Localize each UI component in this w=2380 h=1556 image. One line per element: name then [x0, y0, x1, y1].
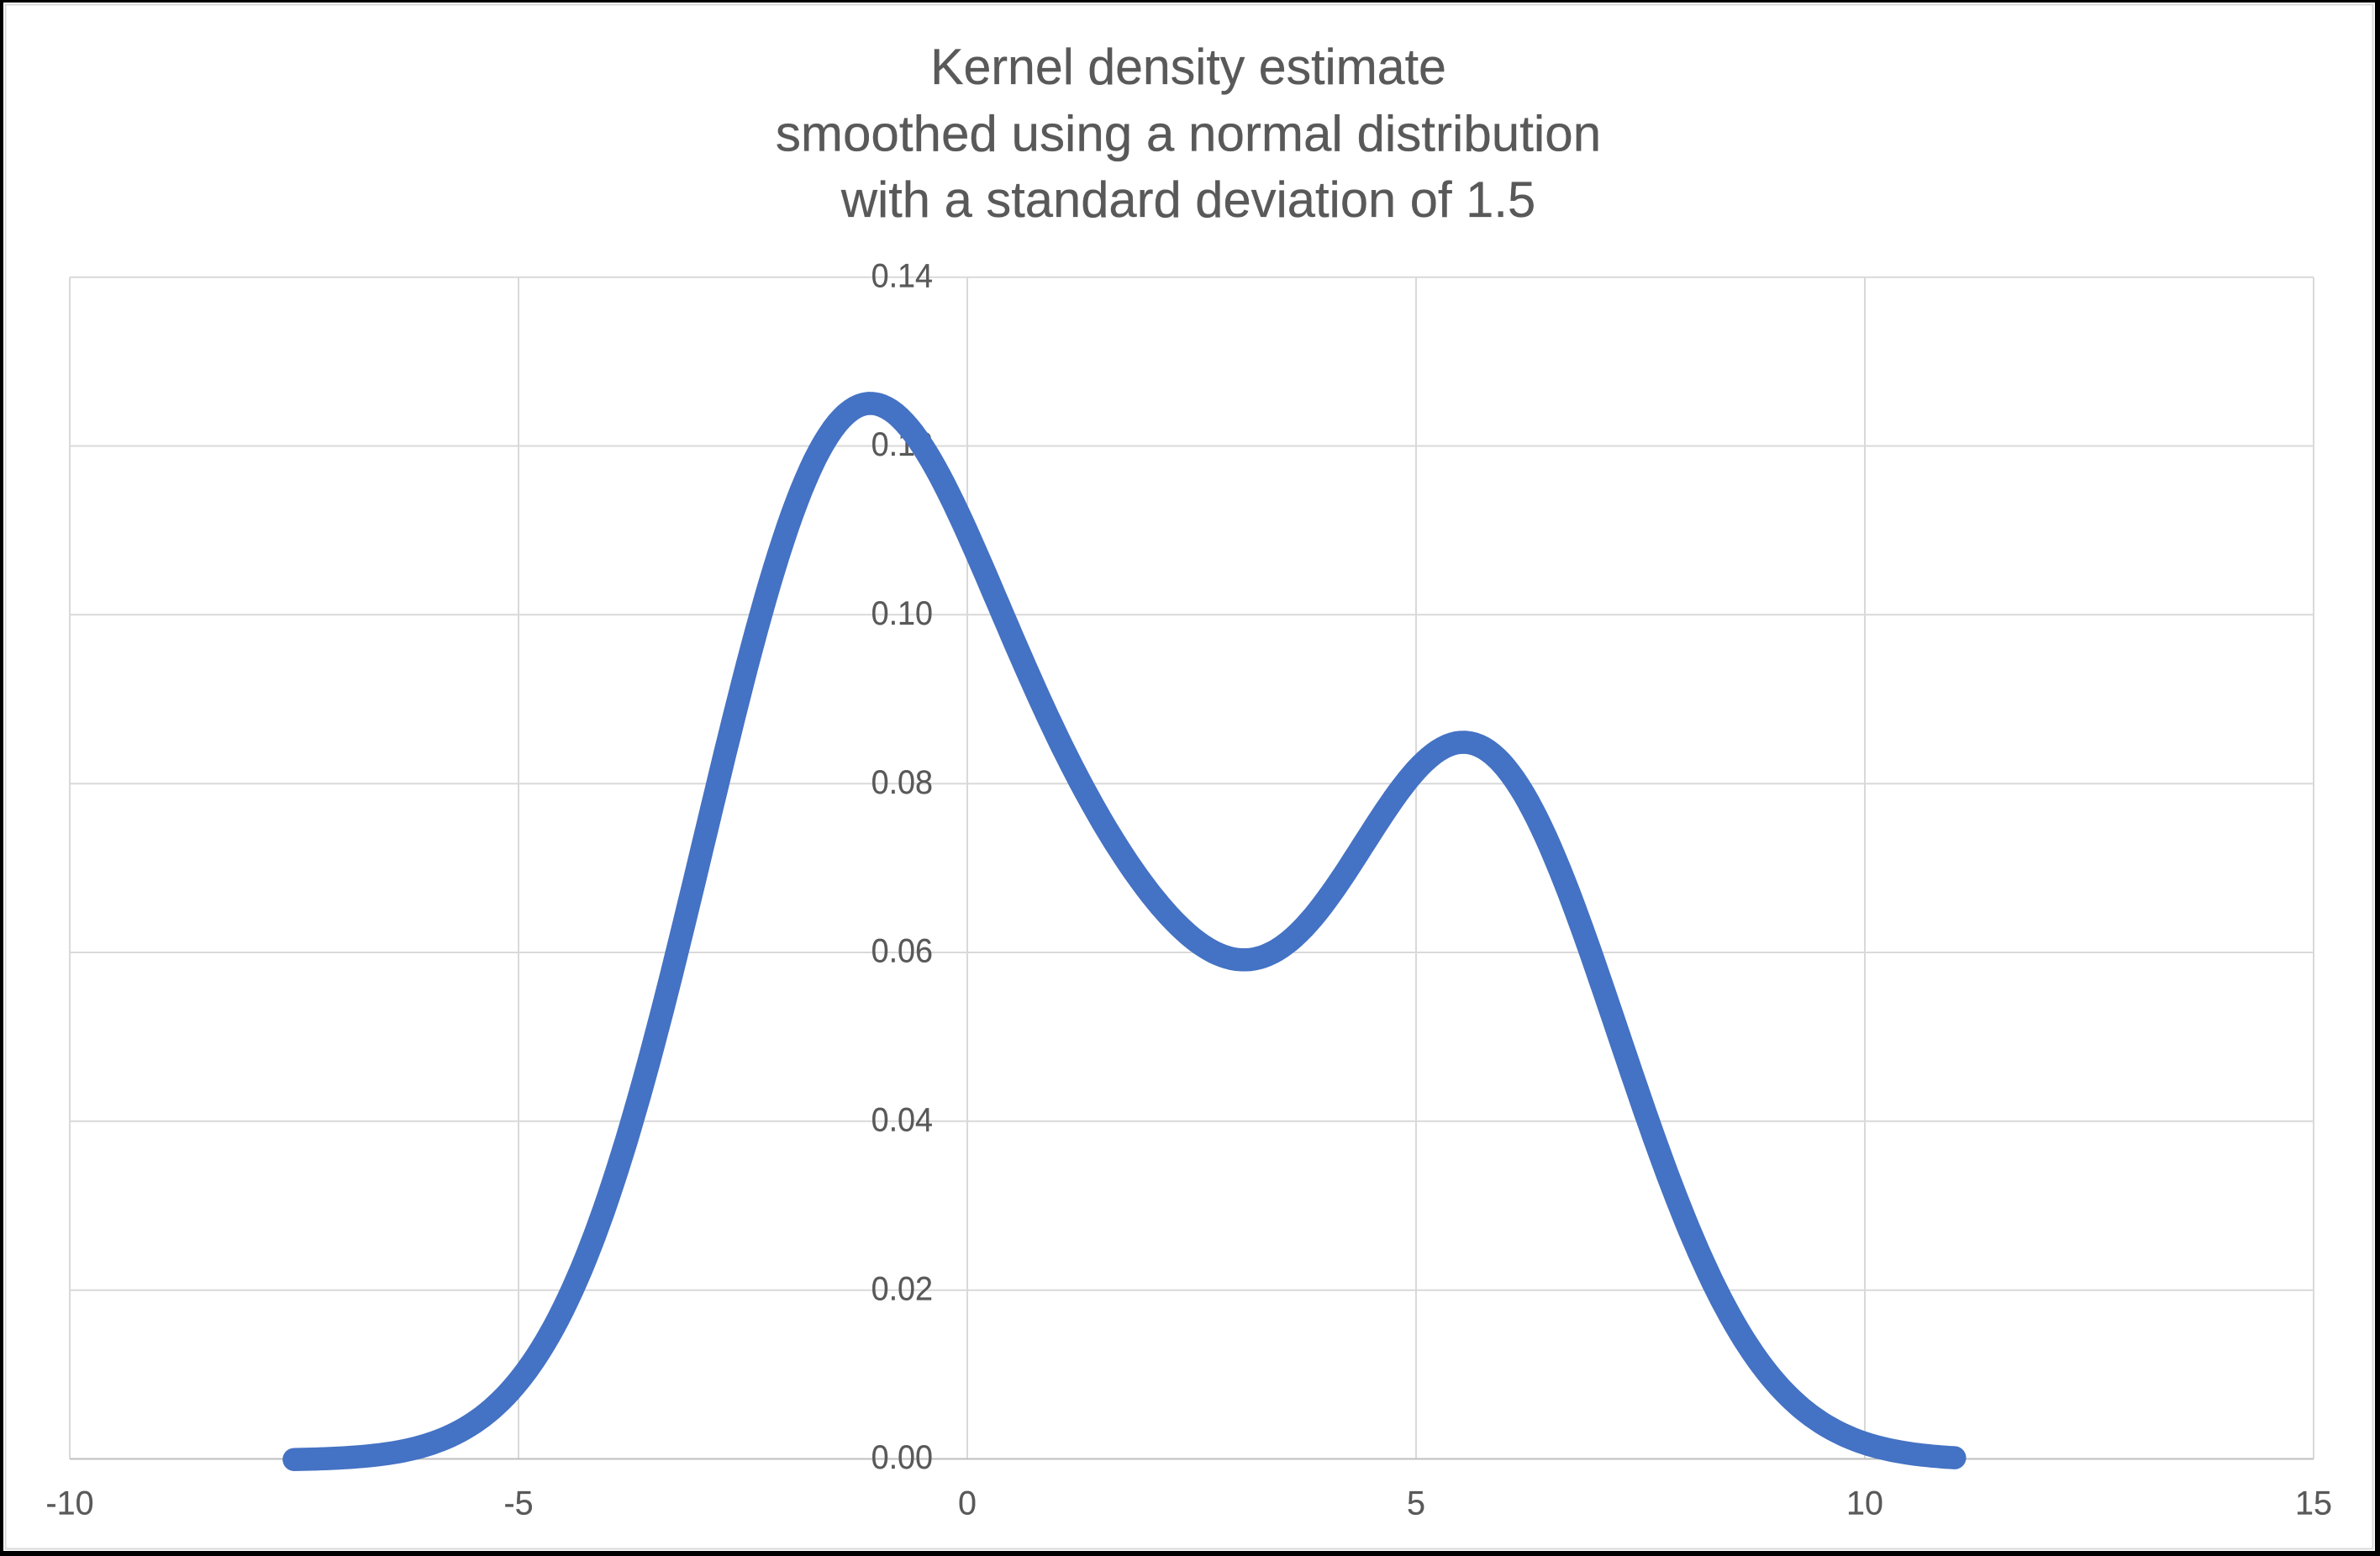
svg-text:0.02: 0.02	[871, 1271, 933, 1308]
svg-text:0.04: 0.04	[871, 1102, 933, 1139]
svg-text:-10: -10	[45, 1485, 93, 1522]
svg-text:smoothed using a normal distri: smoothed using a normal distribution	[776, 106, 1601, 162]
svg-text:10: 10	[1846, 1485, 1883, 1522]
svg-text:0.00: 0.00	[871, 1439, 933, 1476]
svg-text:Kernel density estimate: Kernel density estimate	[930, 39, 1446, 96]
svg-text:0.08: 0.08	[871, 764, 933, 801]
svg-text:5: 5	[1407, 1485, 1425, 1522]
svg-text:15: 15	[2295, 1485, 2332, 1522]
svg-text:with a standard deviation of 1: with a standard deviation of 1.5	[840, 171, 1535, 228]
svg-text:0.06: 0.06	[871, 933, 933, 970]
svg-text:0: 0	[958, 1485, 977, 1522]
svg-text:0.14: 0.14	[871, 258, 933, 295]
svg-text:0.10: 0.10	[871, 595, 933, 632]
svg-text:-5: -5	[503, 1485, 533, 1522]
